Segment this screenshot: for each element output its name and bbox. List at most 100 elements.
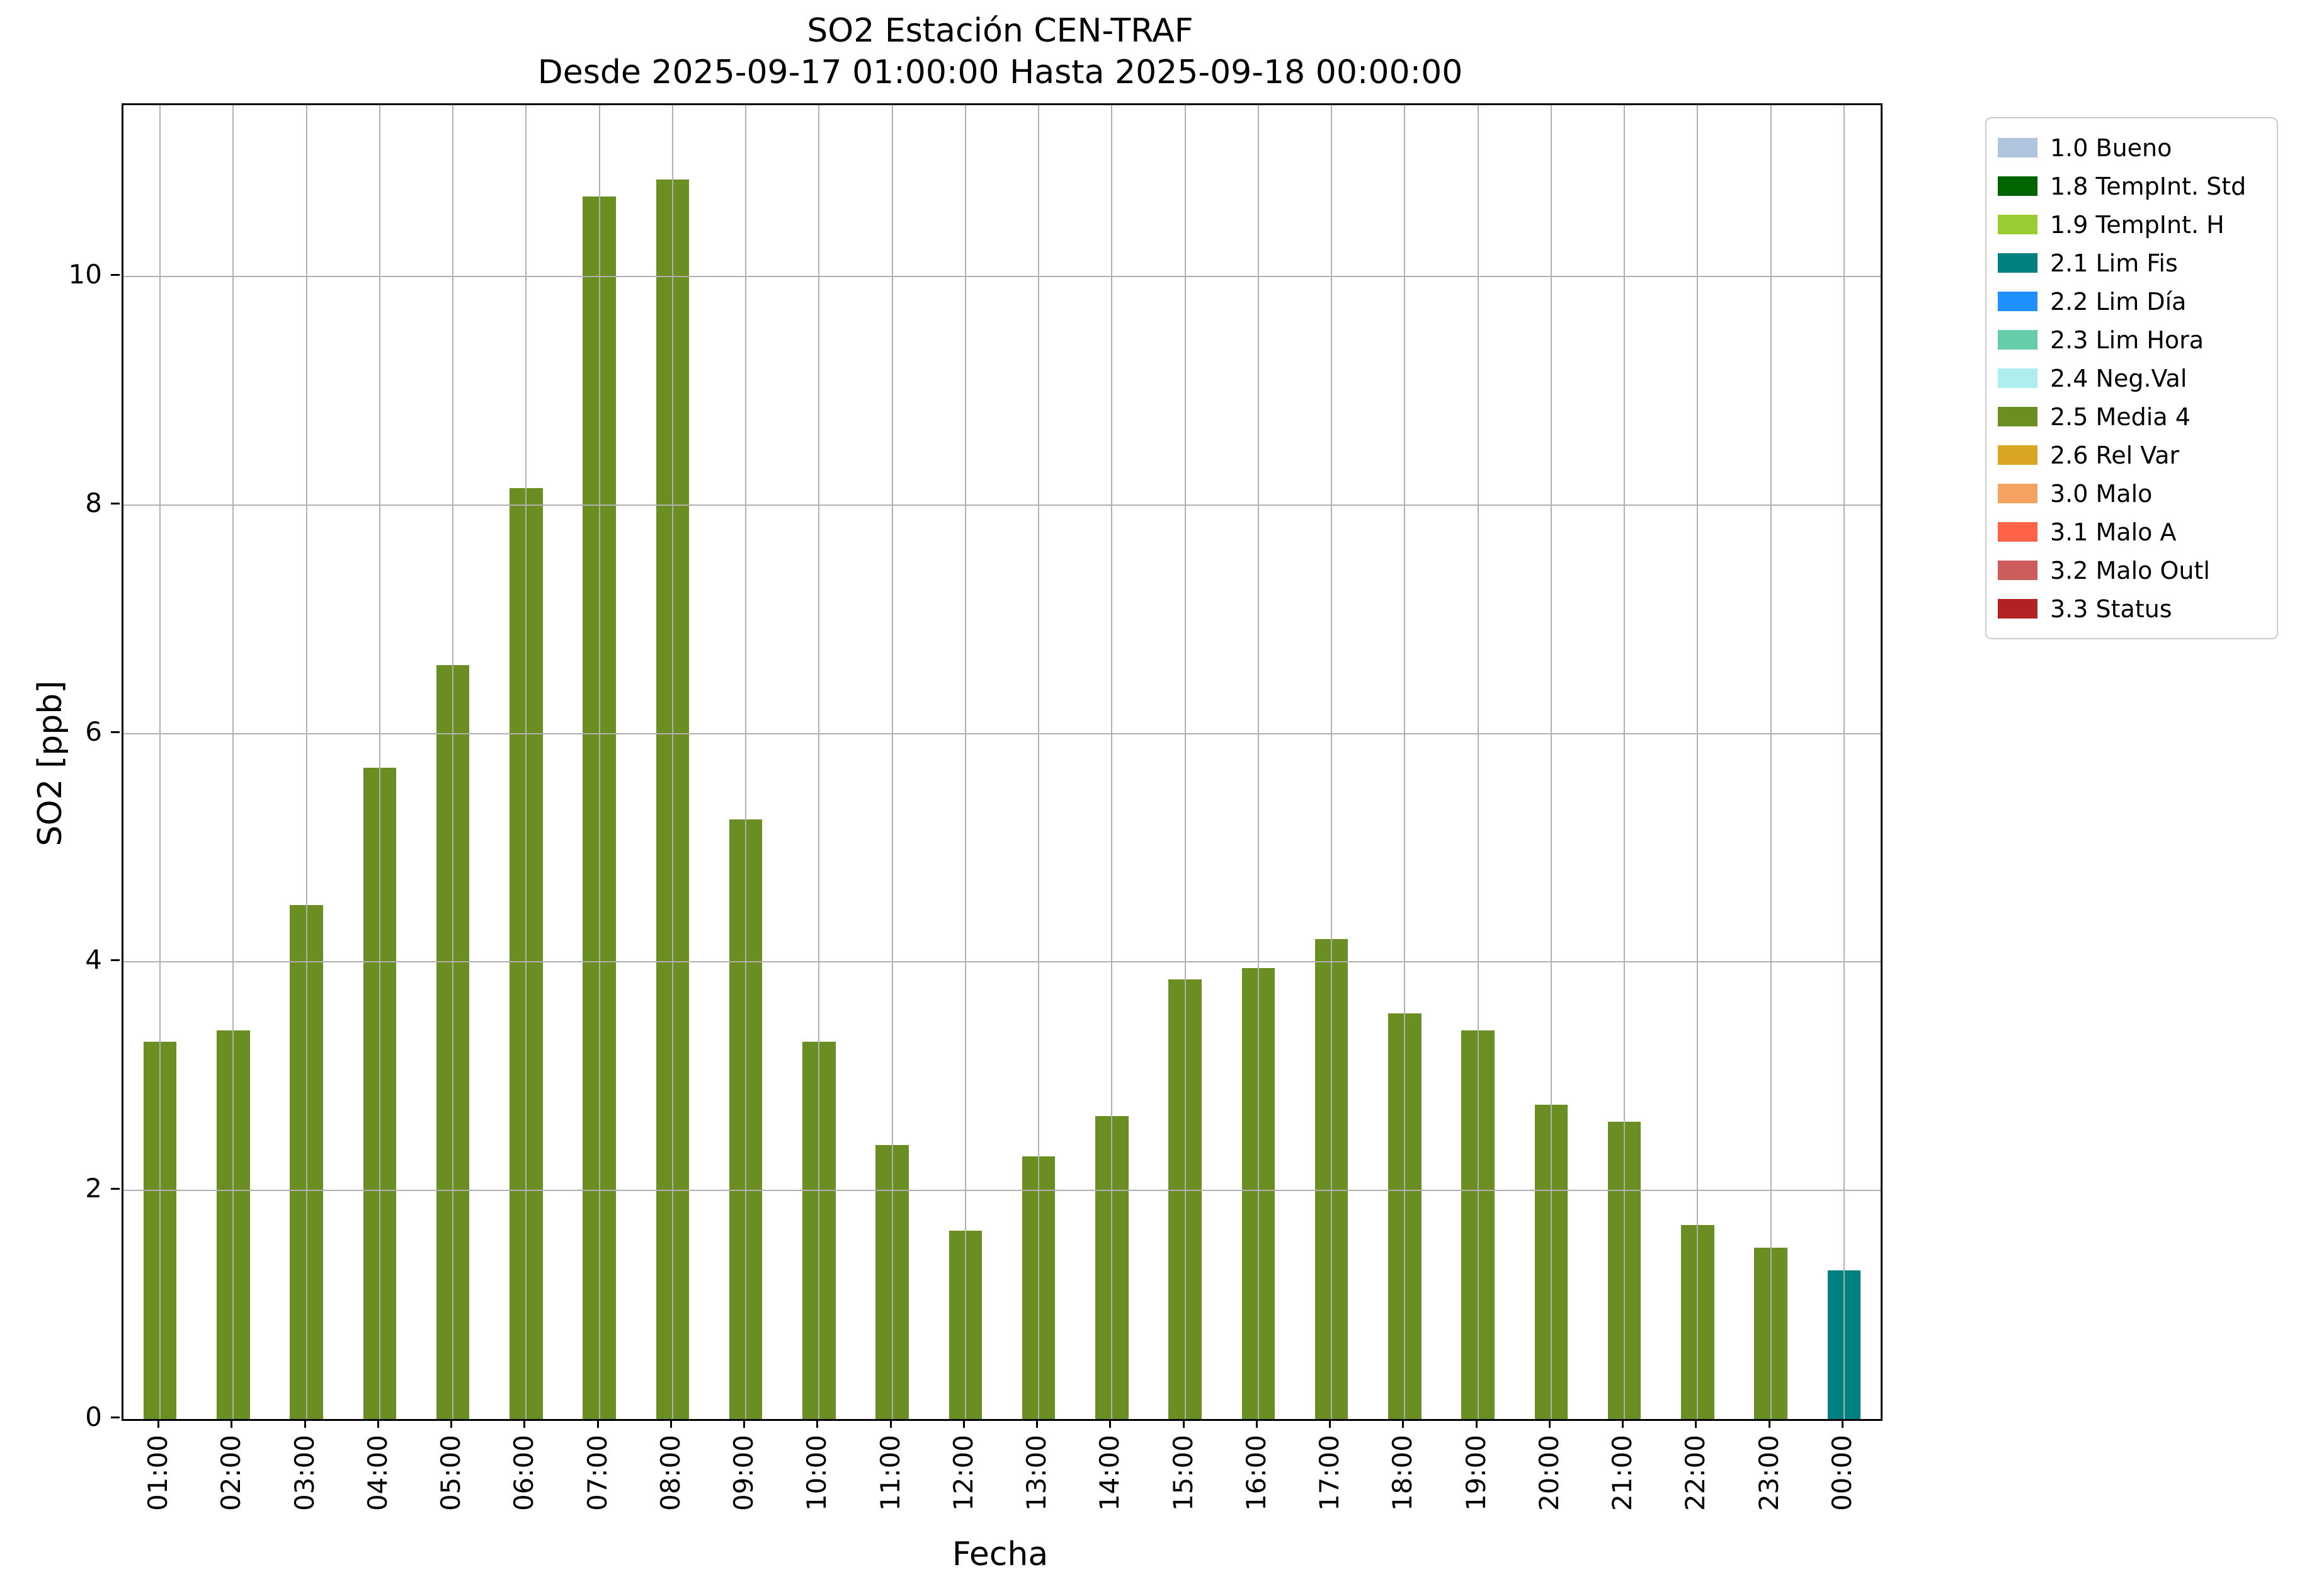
legend-label: 3.3 Status — [2050, 595, 2172, 623]
x-tick-label: 19:00 — [1460, 1435, 1491, 1512]
legend-swatch — [1998, 522, 2037, 542]
gridline-vertical — [1550, 105, 1552, 1419]
y-tick-label: 10 — [68, 259, 102, 290]
legend-swatch — [1998, 253, 2037, 273]
x-tick-mark — [377, 1419, 379, 1428]
gridline-vertical — [452, 105, 454, 1419]
gridline-vertical — [1184, 105, 1186, 1419]
x-tick-mark — [596, 1419, 599, 1428]
legend-label: 2.6 Rel Var — [2050, 441, 2180, 469]
legend-row: 2.4 Neg.Val — [1998, 359, 2265, 397]
x-tick-label: 12:00 — [947, 1435, 979, 1512]
x-tick-mark — [450, 1419, 453, 1428]
x-tick-label: 15:00 — [1167, 1435, 1199, 1512]
gridline-vertical — [1697, 105, 1699, 1419]
x-tick-label: 04:00 — [362, 1435, 393, 1512]
legend-label: 2.5 Media 4 — [2050, 402, 2191, 431]
gridline-horizontal — [123, 1190, 1881, 1192]
legend-row: 2.5 Media 4 — [1998, 397, 2265, 436]
x-tick-mark — [1182, 1419, 1185, 1428]
legend-row: 2.1 Lim Fis — [1998, 244, 2265, 282]
gridline-horizontal — [123, 961, 1881, 963]
gridline-vertical — [1404, 105, 1406, 1419]
x-tick-mark — [231, 1419, 233, 1428]
x-tick-mark — [1841, 1419, 1843, 1428]
legend-label: 3.0 Malo — [2050, 479, 2153, 508]
gridline-vertical — [1257, 105, 1259, 1419]
gridline-horizontal — [123, 276, 1881, 278]
gridline-vertical — [1331, 105, 1333, 1419]
legend-row: 2.3 Lim Hora — [1998, 321, 2265, 359]
x-tick-label: 14:00 — [1094, 1435, 1125, 1512]
gridline-vertical — [1111, 105, 1113, 1419]
legend-label: 2.1 Lim Fis — [2050, 249, 2178, 277]
legend-swatch — [1998, 330, 2037, 350]
gridline-vertical — [1477, 105, 1479, 1419]
legend-swatch — [1998, 292, 2037, 311]
legend-swatch — [1998, 407, 2037, 426]
x-tick-label: 23:00 — [1753, 1435, 1784, 1512]
gridline-vertical — [1624, 105, 1626, 1419]
x-tick-mark — [1329, 1419, 1331, 1428]
x-tick-label: 20:00 — [1533, 1435, 1564, 1512]
x-tick-label: 21:00 — [1607, 1435, 1638, 1512]
x-tick-mark — [523, 1419, 526, 1428]
legend-row: 2.2 Lim Día — [1998, 282, 2265, 321]
x-tick-mark — [1109, 1419, 1112, 1428]
x-tick-mark — [304, 1419, 306, 1428]
y-tick-mark — [111, 1416, 120, 1418]
x-tick-label: 01:00 — [142, 1435, 174, 1512]
x-tick-mark — [743, 1419, 746, 1428]
legend-label: 1.8 TempInt. Std — [2050, 172, 2247, 200]
x-tick-mark — [1402, 1419, 1405, 1428]
x-tick-mark — [1768, 1419, 1770, 1428]
legend-label: 1.0 Bueno — [2050, 134, 2172, 162]
x-tick-mark — [1255, 1419, 1258, 1428]
grid-layer — [123, 105, 1881, 1419]
legend-label: 2.2 Lim Día — [2050, 287, 2187, 316]
gridline-vertical — [598, 105, 600, 1419]
x-tick-mark — [816, 1419, 819, 1428]
y-tick-label: 2 — [85, 1173, 102, 1204]
gridline-horizontal — [123, 504, 1881, 506]
legend-label: 2.3 Lim Hora — [2050, 326, 2204, 354]
legend-row: 3.3 Status — [1998, 590, 2265, 628]
x-tick-label: 17:00 — [1314, 1435, 1345, 1512]
x-tick-label: 10:00 — [801, 1435, 833, 1512]
y-tick-mark — [111, 731, 120, 733]
x-tick-label: 18:00 — [1387, 1435, 1418, 1512]
legend-swatch — [1998, 599, 2037, 618]
x-tick-mark — [1622, 1419, 1624, 1428]
legend-row: 1.8 TempInt. Std — [1998, 167, 2265, 205]
legend-swatch — [1998, 445, 2037, 465]
y-tick-mark — [111, 274, 120, 276]
y-tick-mark — [111, 959, 120, 962]
plot-area — [122, 103, 1883, 1421]
legend-label: 3.2 Malo Outl — [2050, 556, 2210, 584]
gridline-vertical — [671, 105, 673, 1419]
legend-row: 1.9 TempInt. H — [1998, 205, 2265, 244]
gridline-horizontal — [123, 732, 1881, 734]
gridline-vertical — [891, 105, 893, 1419]
gridline-vertical — [818, 105, 820, 1419]
legend-row: 3.0 Malo — [1998, 474, 2265, 513]
legend-row: 2.6 Rel Var — [1998, 436, 2265, 474]
legend-swatch — [1998, 561, 2037, 580]
x-tick-label: 22:00 — [1680, 1435, 1711, 1512]
gridline-vertical — [379, 105, 380, 1419]
legend-row: 3.2 Malo Outl — [1998, 551, 2265, 590]
gridline-vertical — [525, 105, 527, 1419]
x-tick-label: 11:00 — [874, 1435, 906, 1512]
x-tick-label: 13:00 — [1021, 1435, 1052, 1512]
gridline-vertical — [745, 105, 747, 1419]
gridline-vertical — [1843, 105, 1845, 1419]
x-tick-mark — [962, 1419, 965, 1428]
legend: 1.0 Bueno 1.8 TempInt. Std 1.9 TempInt. H 2… — [1985, 117, 2278, 639]
x-tick-label: 16:00 — [1240, 1435, 1272, 1512]
chart-title-line2: Desde 2025-09-17 01:00:00 Hasta 2025-09-… — [537, 54, 1463, 91]
gridline-vertical — [232, 105, 234, 1419]
y-tick-label: 4 — [85, 944, 102, 976]
x-tick-mark — [1036, 1419, 1039, 1428]
x-tick-label: 09:00 — [728, 1435, 760, 1512]
